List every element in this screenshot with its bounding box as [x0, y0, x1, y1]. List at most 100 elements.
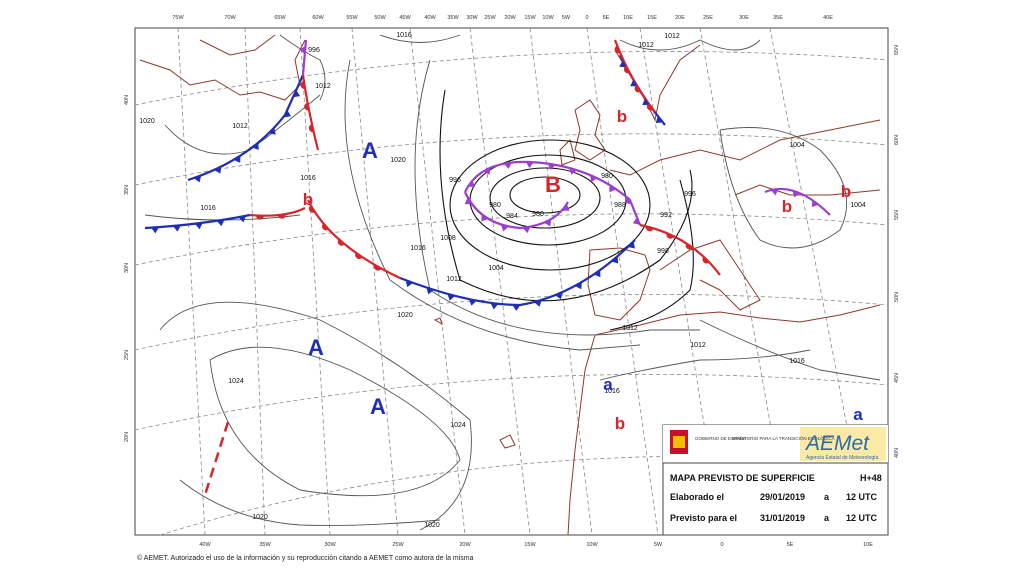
front-semicircle: [304, 102, 310, 111]
front-triangle: [299, 45, 306, 54]
front-semicircle: [355, 252, 363, 259]
front-symbol: [299, 45, 306, 54]
front-triangle: [216, 219, 225, 227]
longitude-label: 10W: [542, 15, 554, 21]
row-time: 12 UTC: [846, 492, 878, 502]
longitude-label: 15W: [524, 15, 536, 21]
occluded-front: [463, 191, 569, 230]
front-symbol: [468, 299, 477, 306]
government: GOBIERNO DE ESPAÑA: [695, 435, 746, 441]
isobar-label: 1012: [690, 342, 706, 349]
front-semicircle: [634, 85, 641, 93]
front-symbol: [251, 142, 259, 150]
longitude-label: 5W: [562, 15, 571, 21]
trough: [203, 421, 230, 496]
longitude-label: 0: [720, 542, 723, 548]
longitude-label: 15W: [524, 542, 536, 548]
front-triangle: [238, 215, 247, 223]
isobar-label: 1012: [232, 123, 248, 130]
longitude-label: 30W: [324, 542, 336, 548]
longitude-label: 30E: [739, 15, 749, 21]
front-symbol: [770, 188, 779, 196]
front-symbol: [627, 241, 635, 249]
isobar-label: 1016: [396, 32, 412, 39]
front-symbol: [624, 196, 632, 205]
isobar-label: 1020: [252, 514, 268, 521]
front-semicircle: [321, 223, 329, 231]
latitude-label: 65N: [894, 45, 900, 55]
pressure-center: b: [303, 190, 313, 209]
front-symbol: [500, 224, 509, 232]
front-symbol: [547, 163, 556, 171]
front-triangle: [483, 167, 491, 175]
cold-front: [399, 239, 636, 307]
horizon: H+48: [860, 473, 882, 483]
longitude-label: 25W: [484, 15, 496, 21]
front-symbol: [666, 233, 675, 239]
front-symbol: [216, 219, 225, 227]
latitude-label: 45N: [894, 373, 900, 383]
longitude-label: 40E: [823, 15, 833, 21]
front-triangle: [770, 188, 779, 196]
front-triangle: [593, 269, 601, 278]
isobar-label: 1004: [850, 202, 866, 209]
front-triangle: [464, 197, 472, 205]
front-semicircle: [277, 214, 286, 219]
front-symbol: [321, 223, 329, 231]
latitude-label: 30N: [124, 263, 130, 273]
front-triangle: [522, 226, 531, 234]
front-semicircle: [308, 205, 315, 213]
front-symbol: [702, 256, 710, 264]
longitude-label: 0: [585, 15, 588, 21]
isobar-label: 1020: [397, 312, 413, 319]
front-triangle: [447, 293, 456, 301]
ministry: MINISTERIO PARA LA TRANSICIÓN ECOLÓGICA: [732, 435, 835, 441]
front-symbol: [255, 215, 264, 220]
longitude-label: 65W: [274, 15, 286, 21]
front-symbol: [632, 217, 640, 225]
front-triangle: [467, 180, 475, 188]
warm-front: [613, 39, 656, 113]
coat-of-arms: [673, 436, 685, 448]
isobar-label: 1004: [789, 142, 805, 149]
isobar-label: 996: [684, 191, 696, 198]
isobar-label: 1004: [488, 265, 504, 272]
front-triangle: [792, 190, 801, 198]
front-triangle: [547, 163, 556, 171]
front-triangle: [405, 280, 414, 288]
front-triangle: [619, 60, 627, 68]
warm-front: [301, 74, 320, 151]
longitude-label: 70W: [224, 15, 236, 21]
front-symbol: [373, 264, 382, 271]
front-symbol: [214, 166, 222, 174]
front-triangle: [811, 199, 819, 208]
row-sep: a: [824, 492, 830, 502]
longitude-label: 20W: [504, 15, 516, 21]
row-date: 31/01/2019: [760, 513, 805, 523]
front-semicircle: [337, 239, 345, 246]
front-triangle: [590, 174, 598, 183]
front-symbol: [634, 85, 641, 93]
front-triangle: [630, 79, 638, 87]
front-triangle: [193, 175, 202, 183]
row-time: 12 UTC: [846, 513, 878, 523]
front-symbol: [194, 222, 203, 230]
front-symbol: [645, 226, 654, 232]
longitude-label: 25W: [392, 542, 404, 548]
front-symbol: [304, 102, 310, 111]
pressure-center: b: [841, 182, 851, 201]
isobar-label: 1016: [300, 175, 316, 182]
row-date: 29/01/2019: [760, 492, 805, 502]
isobar-label: 1012: [638, 42, 654, 49]
front-symbol: [593, 269, 601, 278]
longitude-label: 35W: [259, 542, 271, 548]
front-triangle: [426, 287, 434, 295]
front-triangle: [562, 204, 570, 211]
isobar-label: 988: [614, 202, 626, 209]
longitude-label: 50W: [374, 15, 386, 21]
longitude-label: 5E: [603, 15, 610, 21]
latitude-label: 25N: [124, 350, 130, 360]
isobar-label: 1016: [410, 245, 426, 252]
pressure-center: A: [308, 335, 324, 360]
